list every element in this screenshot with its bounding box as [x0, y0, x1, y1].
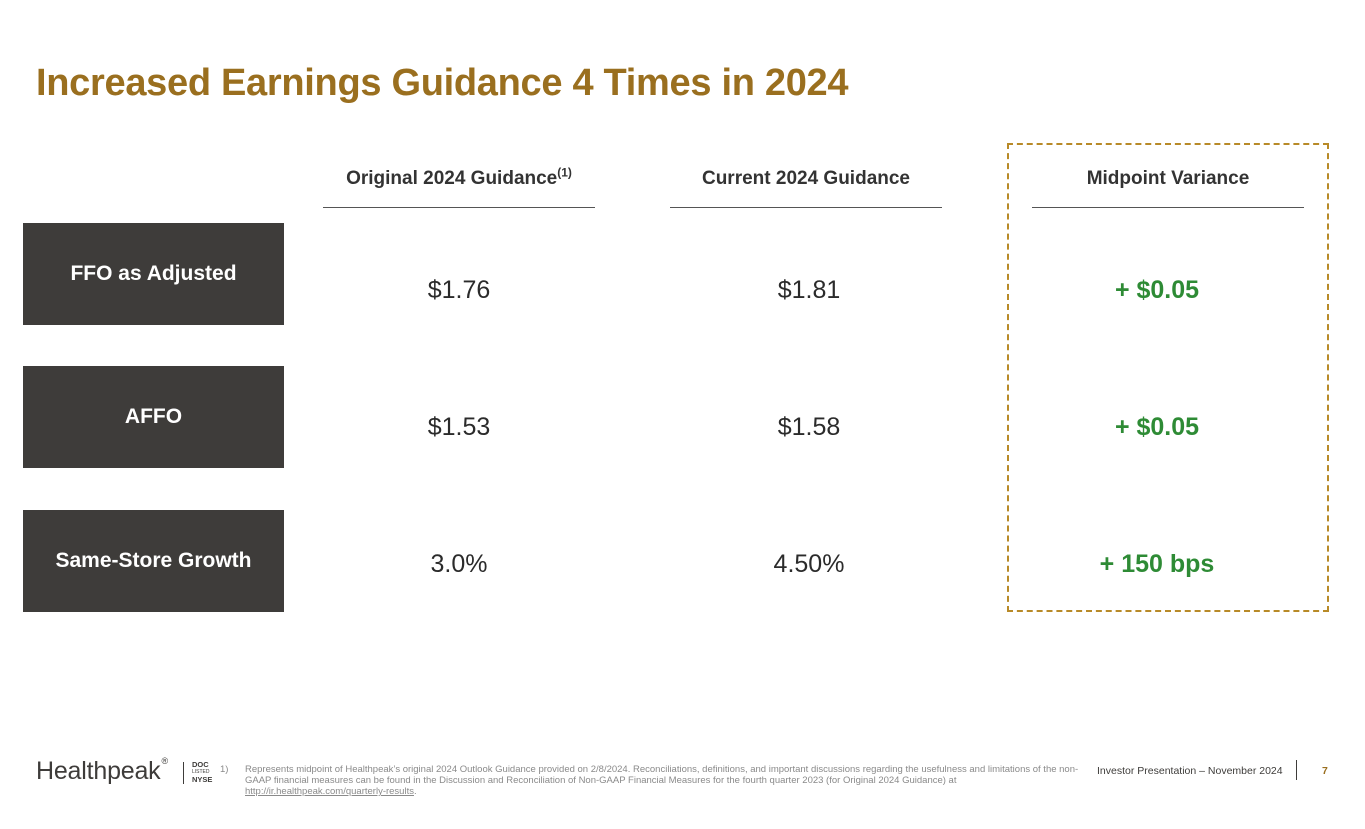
ticker-exchange: NYSE	[192, 775, 213, 784]
footnote-text: Represents midpoint of Healthpeak’s orig…	[245, 764, 1079, 786]
column-divider-original	[323, 207, 595, 208]
registered-mark: ®	[161, 756, 168, 766]
page-divider	[1296, 760, 1297, 780]
cell-ffo-original: $1.76	[427, 276, 491, 304]
cell-ffo-variance: + $0.05	[1114, 276, 1200, 304]
footnote-reference: (1)	[557, 165, 572, 180]
ticker-symbol: DOC	[192, 760, 209, 769]
cell-ssg-variance: + 150 bps	[1099, 550, 1215, 578]
cell-ssg-original: 3.0%	[430, 550, 488, 578]
footnote-end: .	[413, 786, 417, 797]
row-label-affo: AFFO	[23, 366, 284, 468]
slide-title: Increased Earnings Guidance 4 Times in 2…	[36, 62, 849, 104]
midpoint-variance-highlight-box	[1007, 143, 1329, 612]
quarterly-results-link[interactable]: http://ir.healthpeak.com/quarterly-resul…	[245, 786, 414, 797]
cell-ssg-current: 4.50%	[773, 550, 845, 578]
column-divider-current	[670, 207, 942, 208]
cell-affo-current: $1.58	[777, 413, 841, 441]
healthpeak-logo: Healthpeak®	[36, 757, 168, 786]
footnote: Represents midpoint of Healthpeak’s orig…	[245, 764, 1085, 797]
cell-affo-variance: + $0.05	[1114, 413, 1200, 441]
cell-affo-original: $1.53	[427, 413, 491, 441]
row-label-ffo-as-adjusted: FFO as Adjusted	[23, 223, 284, 325]
nyse-ticker-badge: DOC LISTED NYSE	[192, 760, 212, 784]
column-header-variance: Midpoint Variance	[1086, 168, 1250, 189]
cell-ffo-current: $1.81	[777, 276, 841, 304]
logo-divider	[183, 762, 184, 784]
row-label-same-store-growth: Same-Store Growth	[23, 510, 284, 612]
column-header-original: Original 2024 Guidance(1)	[323, 165, 595, 190]
ticker-listed: LISTED	[192, 769, 210, 775]
column-header-current: Current 2024 Guidance	[701, 168, 911, 189]
presentation-name: Investor Presentation – November 2024	[1097, 765, 1283, 777]
column-header-original-label: Original 2024 Guidance	[346, 168, 558, 189]
page-number: 7	[1322, 765, 1328, 777]
logo-text: Healthpeak	[36, 757, 161, 785]
footnote-number: 1)	[220, 764, 229, 775]
column-divider-variance	[1032, 207, 1304, 208]
